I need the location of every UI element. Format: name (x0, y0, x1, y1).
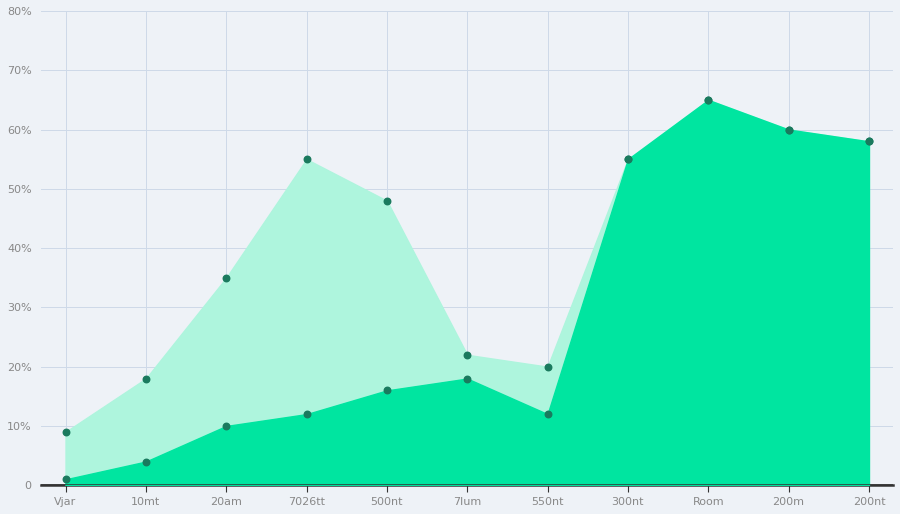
Point (460, 374, 474, 382)
Point (139, 374, 153, 382)
Point (540, 362, 554, 371)
Point (781, 125, 796, 134)
Point (621, 155, 635, 163)
Point (862, 137, 877, 145)
Point (58, 428, 73, 436)
Point (58, 475, 73, 484)
Point (621, 155, 635, 163)
Point (219, 273, 233, 282)
Point (460, 351, 474, 359)
Point (701, 96, 716, 104)
Point (219, 422, 233, 430)
Point (139, 457, 153, 466)
Point (380, 387, 394, 395)
Point (781, 125, 796, 134)
Point (300, 155, 314, 163)
Point (380, 196, 394, 205)
Point (540, 410, 554, 418)
Point (300, 410, 314, 418)
Point (862, 137, 877, 145)
Point (701, 96, 716, 104)
